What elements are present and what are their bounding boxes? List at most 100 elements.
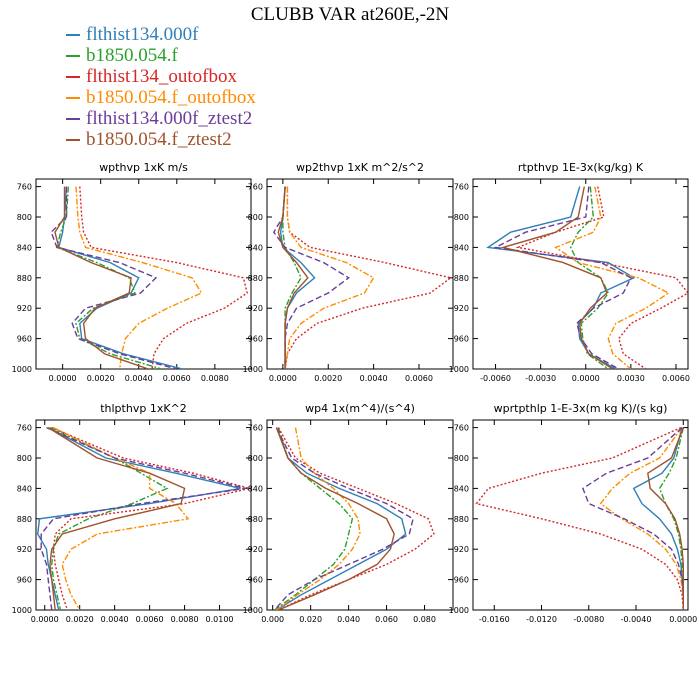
chart-panel: wprtpthlp 1-E-3x(m kg K)/(s kg) 760 800 840… (449, 402, 698, 624)
legend-swatch (66, 96, 80, 99)
series-line (284, 186, 375, 369)
legend-item: b1850.054.f_outofbox (66, 87, 256, 108)
y-tick-label: 800 (248, 213, 263, 222)
legend-item: b1850.054.f (66, 45, 256, 66)
legend-label: b1850.054.f_outofbox (86, 86, 256, 108)
y-tick-label: 880 (454, 274, 469, 283)
series-line (500, 186, 614, 369)
x-tick-label: -0.0030 (525, 374, 556, 383)
y-tick-label: 840 (17, 484, 32, 493)
series-line (54, 186, 149, 369)
y-tick-label: 920 (454, 304, 469, 313)
legend-label: b1850.054.f_ztest2 (86, 128, 232, 150)
legend-label: flthist134.000f_ztest2 (86, 107, 253, 129)
series-line (53, 426, 190, 610)
plot-frame (35, 419, 252, 611)
x-tick-label: 0.0020 (66, 615, 94, 624)
legend-label: flthist134_outofbox (86, 65, 237, 87)
x-tick-label: 0.0060 (136, 615, 164, 624)
series-line (40, 426, 246, 610)
plot-frame (472, 178, 689, 370)
y-tick-label: 760 (248, 424, 263, 433)
series-line (276, 427, 361, 610)
series-line (275, 427, 407, 610)
panel-title: wpthvp 1xK m/s (99, 161, 188, 174)
series-line (277, 427, 435, 610)
y-tick-label: 1000 (449, 606, 469, 615)
x-tick-label: 0.080 (413, 615, 436, 624)
x-tick-label: 0.0060 (163, 374, 191, 383)
y-tick-label: 840 (248, 484, 263, 493)
chart-panel: wpthvp 1xK m/s 760 800 840 880 920 960 1000 0.00… (12, 161, 252, 383)
y-tick-label: 840 (454, 243, 469, 252)
y-tick-label: 760 (17, 183, 32, 192)
y-tick-label: 880 (17, 274, 32, 283)
y-tick-label: 800 (248, 454, 263, 463)
y-tick-label: 760 (454, 424, 469, 433)
x-tick-label: 0.020 (299, 615, 322, 624)
y-tick-label: 840 (454, 484, 469, 493)
y-tick-label: 920 (17, 545, 32, 554)
x-tick-label: -0.0080 (573, 615, 604, 624)
plot-frame (266, 178, 454, 370)
panel-title: wp2thvp 1xK m^2/s^2 (296, 161, 424, 174)
series-line (51, 426, 250, 610)
y-tick-label: 760 (248, 183, 263, 192)
y-tick-label: 840 (248, 243, 263, 252)
y-tick-label: 880 (17, 515, 32, 524)
x-tick-label: 0.0040 (125, 374, 153, 383)
series-line (49, 426, 169, 610)
y-tick-label: 960 (248, 576, 263, 585)
y-tick-label: 800 (17, 454, 32, 463)
y-tick-label: 960 (17, 335, 32, 344)
x-tick-label: 0.0020 (314, 374, 342, 383)
legend-label: flthist134.000f (86, 23, 199, 45)
y-tick-label: 920 (17, 304, 32, 313)
y-tick-label: 760 (454, 183, 469, 192)
y-tick-label: 920 (248, 304, 263, 313)
x-tick-label: -0.0120 (526, 615, 557, 624)
series-line (658, 427, 684, 610)
legend-item: flthist134_outofbox (66, 66, 256, 87)
x-tick-label: -0.0060 (480, 374, 511, 383)
plot-frame (35, 178, 252, 370)
plot-frame (472, 419, 689, 611)
series-line (277, 186, 309, 369)
panel-title: thlpthvp 1xK^2 (100, 402, 187, 415)
x-tick-label: 0.0060 (662, 374, 690, 383)
y-tick-label: 920 (454, 545, 469, 554)
legend-label: b1850.054.f (86, 44, 178, 66)
series-line (50, 186, 177, 369)
y-tick-label: 960 (454, 335, 469, 344)
x-tick-label: 0.0040 (360, 374, 388, 383)
x-tick-label: 0.0080 (171, 615, 199, 624)
y-tick-label: 1000 (12, 606, 32, 615)
x-tick-label: 0.0040 (101, 615, 129, 624)
series-line (632, 427, 684, 610)
y-tick-label: 1000 (243, 365, 263, 374)
series-line (75, 186, 203, 369)
series-line (282, 186, 302, 369)
x-tick-label: 0.0030 (617, 374, 645, 383)
x-tick-label: 0.0000 (269, 374, 297, 383)
y-tick-label: 840 (17, 243, 32, 252)
plot-frame (266, 419, 454, 611)
y-tick-label: 960 (248, 335, 263, 344)
y-tick-label: 880 (248, 274, 263, 283)
legend-swatch (66, 33, 80, 36)
y-tick-label: 800 (454, 213, 469, 222)
x-tick-label: -0.0040 (621, 615, 652, 624)
series-line (274, 427, 414, 610)
legend-item: b1850.054.f_ztest2 (66, 129, 256, 150)
chart-panel: thlpthvp 1xK^276080084088092096010000.00… (12, 402, 252, 624)
series-line (599, 427, 684, 610)
legend-swatch (66, 75, 80, 78)
series-line (275, 427, 395, 610)
y-tick-label: 1000 (449, 365, 469, 374)
figure-title: CLUBB VAR at260E,-2N (250, 4, 450, 25)
series-line (554, 186, 670, 369)
legend-swatch (66, 54, 80, 57)
x-tick-label: 0.0100 (206, 615, 234, 624)
